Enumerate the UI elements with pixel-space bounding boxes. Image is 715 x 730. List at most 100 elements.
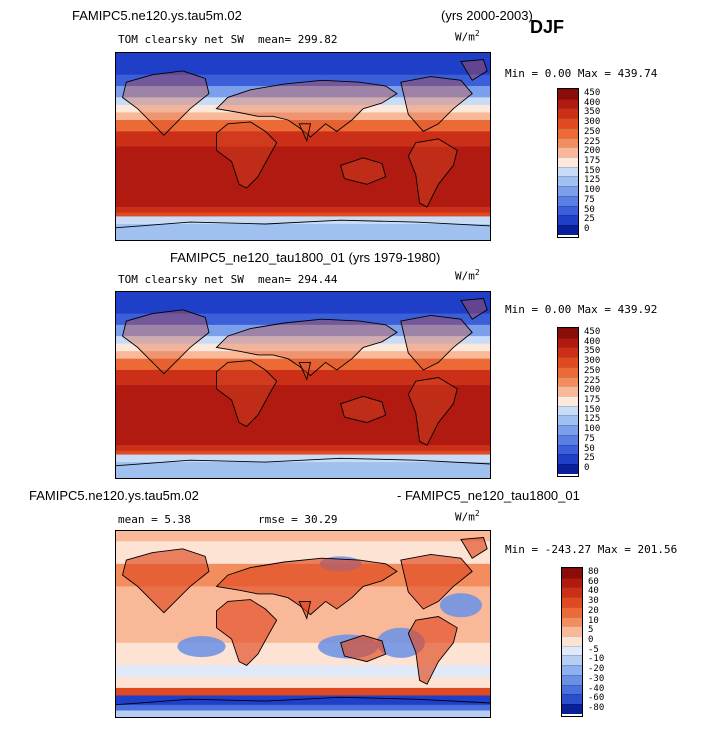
colorbar-swatch [562, 655, 582, 666]
map-band [115, 120, 491, 132]
coastline [216, 360, 278, 427]
colorbar-swatch [558, 89, 578, 99]
map-band [115, 676, 491, 689]
map-band [115, 97, 491, 106]
panel2-minmax: Min = 0.00 Max = 439.92 [505, 303, 658, 316]
colorbar-tick-label: -5 [588, 644, 599, 655]
map-band [115, 86, 491, 98]
colorbar-swatch [558, 425, 578, 435]
colorbar-swatch [562, 684, 582, 695]
panel3-minus-case: - FAMIPC5_ne120_tau1800_01 [397, 488, 580, 503]
colorbar-tick-label: 400 [584, 97, 601, 108]
colorbar-swatch [558, 195, 578, 206]
map-frame [115, 291, 491, 479]
panel1-field-name: TOM clearsky net SW [118, 33, 244, 46]
colorbar-swatch [558, 434, 578, 445]
colorbar-tick-label: 400 [584, 336, 601, 347]
coastline [216, 599, 278, 666]
map-band [115, 216, 491, 225]
colorbar-tick-label: 50 [584, 204, 595, 215]
colorbar-tick-label: 25 [584, 453, 595, 464]
colorbar-swatch [562, 704, 582, 714]
colorbar-swatch [558, 444, 578, 455]
negative-anomaly-region [177, 636, 226, 658]
panel3-rmse: rmse = 30.29 [258, 513, 338, 526]
colorbar-tick-label: -80 [588, 703, 605, 714]
colorbar-tick-label: 50 [584, 443, 595, 454]
colorbar-tick-label: 100 [584, 424, 601, 435]
map-band [115, 313, 491, 326]
colorbar-tick-label: 350 [584, 107, 601, 118]
colorbar-swatch [558, 405, 578, 416]
season-label: DJF [530, 17, 565, 37]
coastline [121, 548, 210, 614]
colorbar-tick-label: 60 [588, 576, 599, 587]
panel2-field-name: TOM clearsky net SW [118, 273, 244, 286]
map-band [115, 212, 491, 217]
panel1-units: W/m2 [455, 29, 480, 44]
map-band [115, 52, 491, 76]
colorbar-swatch [558, 157, 578, 167]
coastline [115, 696, 491, 706]
colorbar-swatch [562, 665, 582, 675]
coastline [400, 314, 473, 371]
colorbar-swatch [558, 166, 578, 177]
panel1-map [115, 52, 491, 241]
map-band [115, 336, 491, 345]
colorbar-swatch [558, 137, 578, 148]
panel3-colorbar [561, 567, 583, 717]
coastline [460, 59, 488, 81]
coastline [298, 123, 312, 143]
colorbar-tick-label: -30 [588, 673, 605, 684]
colorbar-swatch [558, 215, 578, 226]
colorbar-tick-label: 125 [584, 414, 601, 425]
panel3-minmax: Min = -243.27 Max = 201.56 [505, 543, 678, 556]
colorbar-swatch [562, 694, 582, 705]
colorbar-swatch [562, 577, 582, 588]
coastline [407, 377, 458, 446]
colorbar-tick-label: -20 [588, 664, 605, 675]
map-band [115, 450, 491, 456]
panel3-case-name: FAMIPC5.ne120.ys.tau5m.02 [29, 488, 199, 503]
colorbar-tick-label: 175 [584, 156, 601, 166]
colorbar-swatch [558, 186, 578, 196]
panel3-units: W/m2 [455, 509, 480, 524]
colorbar-swatch [558, 386, 578, 397]
coastline [340, 395, 387, 424]
coastline [216, 121, 278, 189]
colorbar-tick-label: 225 [584, 375, 601, 386]
map-band [115, 74, 491, 87]
map-band [115, 541, 491, 565]
colorbar-tick-label: 10 [588, 615, 599, 626]
colorbar-tick-label: 20 [588, 605, 599, 616]
map-frame [115, 52, 491, 241]
coastline [121, 309, 210, 375]
colorbar-swatch [558, 415, 578, 426]
panel2-colorbar [557, 327, 579, 477]
colorbar-tick-label: -10 [588, 654, 605, 665]
coastline [400, 76, 473, 132]
colorbar-tick-label: 250 [584, 126, 601, 137]
colorbar-swatch [558, 376, 578, 387]
map-band [115, 223, 491, 241]
coastline [115, 219, 491, 229]
colorbar-tick-label: 0 [588, 635, 594, 645]
colorbar-swatch [558, 357, 578, 367]
coastline [407, 138, 458, 208]
panel2-map [115, 291, 491, 479]
colorbar-swatch [558, 147, 578, 158]
coastline [215, 79, 398, 138]
coastline [340, 157, 387, 185]
colorbar-swatch [562, 636, 582, 646]
colorbar-tick-label: -60 [588, 693, 605, 704]
colorbar-swatch [562, 616, 582, 627]
colorbar-swatch [562, 606, 582, 617]
coastline [460, 298, 488, 320]
colorbar-swatch [558, 337, 578, 348]
colorbar-tick-label: 5 [588, 625, 594, 636]
colorbar-swatch [558, 205, 578, 216]
map-band [115, 687, 491, 696]
map-band [115, 291, 491, 315]
map-band [115, 454, 491, 463]
panel1-colorbar [557, 88, 579, 238]
